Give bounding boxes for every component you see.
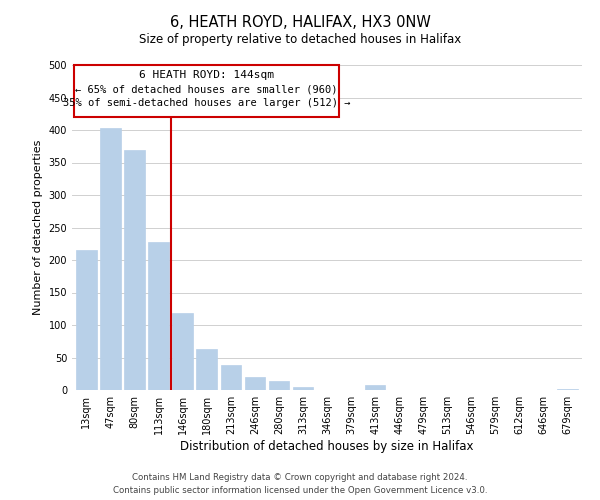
Bar: [557, 388, 578, 390]
Bar: [221, 366, 241, 390]
Bar: [245, 377, 265, 390]
Bar: [100, 128, 121, 390]
Bar: [148, 242, 169, 390]
Text: Contains public sector information licensed under the Open Government Licence v3: Contains public sector information licen…: [113, 486, 487, 495]
Bar: [76, 250, 97, 390]
Text: Contains HM Land Registry data © Crown copyright and database right 2024.: Contains HM Land Registry data © Crown c…: [132, 472, 468, 482]
Bar: [365, 386, 385, 390]
X-axis label: Distribution of detached houses by size in Halifax: Distribution of detached houses by size …: [180, 440, 474, 453]
Bar: [172, 312, 193, 390]
Text: 6, HEATH ROYD, HALIFAX, HX3 0NW: 6, HEATH ROYD, HALIFAX, HX3 0NW: [170, 15, 430, 30]
Bar: [269, 381, 289, 390]
Bar: [293, 387, 313, 390]
Bar: [196, 349, 217, 390]
Bar: [124, 150, 145, 390]
Y-axis label: Number of detached properties: Number of detached properties: [33, 140, 43, 315]
FancyBboxPatch shape: [74, 65, 339, 117]
Text: 35% of semi-detached houses are larger (512) →: 35% of semi-detached houses are larger (…: [63, 98, 350, 108]
Text: 6 HEATH ROYD: 144sqm: 6 HEATH ROYD: 144sqm: [139, 70, 274, 80]
Text: ← 65% of detached houses are smaller (960): ← 65% of detached houses are smaller (96…: [76, 84, 338, 94]
Text: Size of property relative to detached houses in Halifax: Size of property relative to detached ho…: [139, 32, 461, 46]
